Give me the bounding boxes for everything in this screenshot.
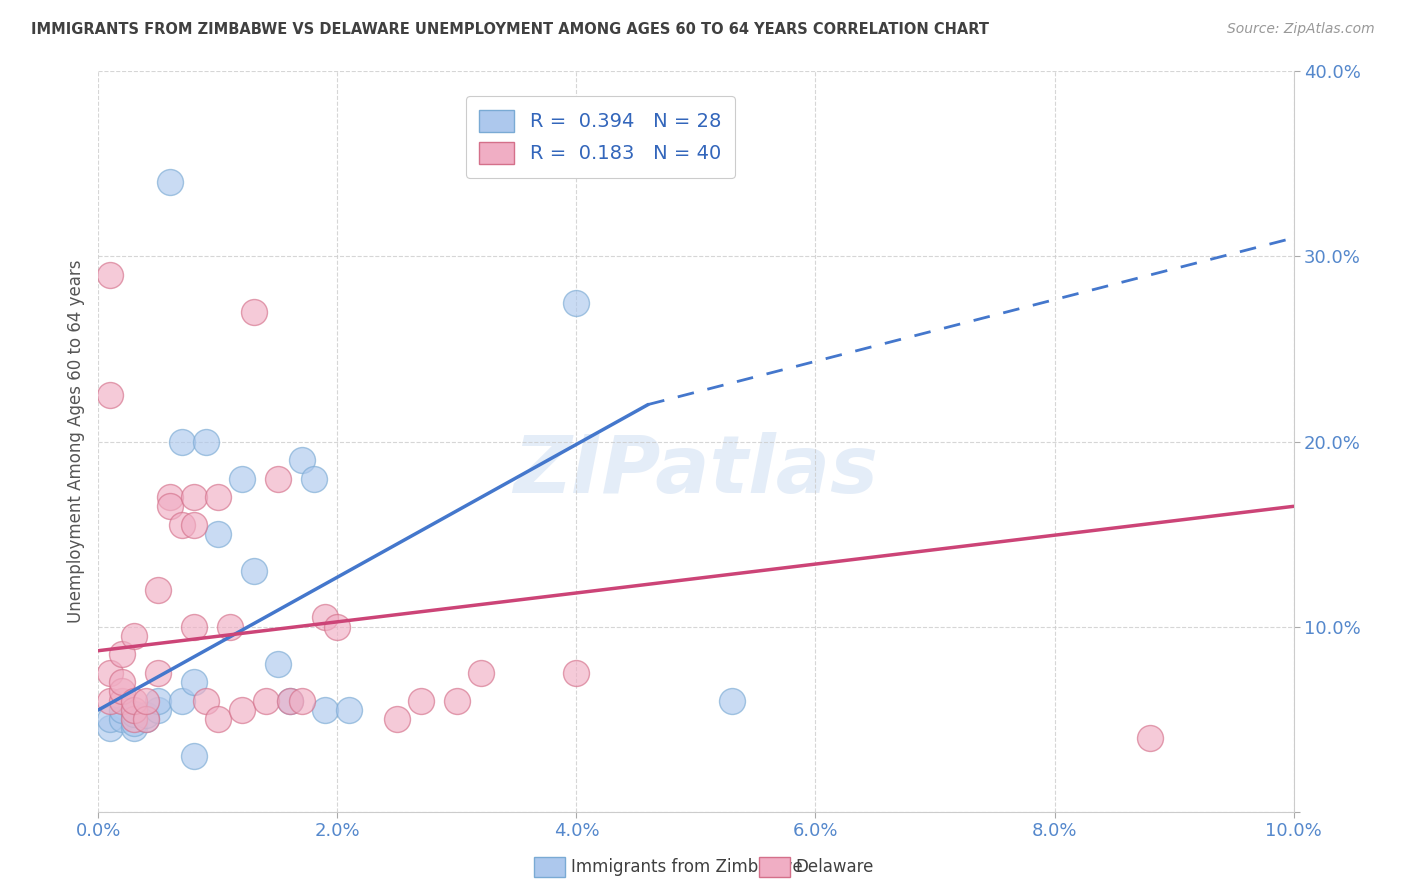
Point	[278, 694, 301, 708]
Point	[124, 706, 146, 721]
Point	[111, 712, 134, 726]
Point	[183, 675, 205, 690]
Point	[183, 749, 205, 764]
Point	[159, 490, 181, 504]
Point	[148, 703, 170, 717]
Point	[124, 715, 146, 730]
Point	[98, 388, 122, 402]
Point	[124, 722, 146, 736]
Point	[98, 694, 122, 708]
Point	[1139, 731, 1161, 745]
Text: ZIPatlas: ZIPatlas	[513, 432, 879, 510]
Point	[326, 619, 349, 633]
Point	[135, 712, 157, 726]
Y-axis label: Unemployment Among Ages 60 to 64 years: Unemployment Among Ages 60 to 64 years	[66, 260, 84, 624]
Point	[98, 722, 122, 736]
Point	[291, 694, 314, 708]
Point	[267, 472, 290, 486]
Point	[111, 648, 134, 662]
Legend: R =  0.394   N = 28, R =  0.183   N = 40: R = 0.394 N = 28, R = 0.183 N = 40	[465, 95, 735, 178]
Point	[267, 657, 290, 671]
Point	[411, 694, 433, 708]
Point	[254, 694, 277, 708]
Point	[207, 712, 229, 726]
Point	[98, 268, 122, 282]
Point	[159, 175, 181, 190]
Point	[207, 527, 229, 541]
Point	[721, 694, 744, 708]
Point	[135, 694, 157, 708]
Point	[231, 703, 253, 717]
Point	[231, 472, 253, 486]
Point	[183, 490, 205, 504]
Point	[243, 305, 266, 319]
Point	[111, 675, 134, 690]
Point	[148, 582, 170, 597]
Point	[243, 564, 266, 578]
Point	[219, 619, 242, 633]
Point	[111, 694, 134, 708]
Point	[159, 500, 181, 514]
Text: IMMIGRANTS FROM ZIMBABWE VS DELAWARE UNEMPLOYMENT AMONG AGES 60 TO 64 YEARS CORR: IMMIGRANTS FROM ZIMBABWE VS DELAWARE UNE…	[31, 22, 988, 37]
Point	[315, 703, 337, 717]
Point	[207, 490, 229, 504]
Text: Delaware: Delaware	[796, 858, 875, 876]
Point	[339, 703, 361, 717]
Point	[98, 665, 122, 680]
Point	[446, 694, 468, 708]
Point	[148, 665, 170, 680]
Point	[124, 694, 146, 708]
Point	[315, 610, 337, 624]
Point	[148, 694, 170, 708]
Point	[135, 712, 157, 726]
Point	[183, 619, 205, 633]
Point	[111, 684, 134, 698]
Point	[111, 703, 134, 717]
Point	[172, 434, 194, 449]
Text: Source: ZipAtlas.com: Source: ZipAtlas.com	[1227, 22, 1375, 37]
Point	[278, 694, 301, 708]
Point	[124, 712, 146, 726]
Point	[385, 712, 409, 726]
Point	[291, 453, 314, 467]
Point	[183, 517, 205, 532]
Point	[124, 629, 146, 643]
Point	[565, 295, 588, 310]
Text: Immigrants from Zimbabwe: Immigrants from Zimbabwe	[571, 858, 803, 876]
Point	[124, 703, 146, 717]
Point	[302, 472, 325, 486]
Point	[135, 708, 157, 723]
Point	[98, 712, 122, 726]
Point	[172, 517, 194, 532]
Point	[195, 434, 218, 449]
Point	[565, 665, 588, 680]
Point	[195, 694, 218, 708]
Point	[470, 665, 492, 680]
Point	[172, 694, 194, 708]
